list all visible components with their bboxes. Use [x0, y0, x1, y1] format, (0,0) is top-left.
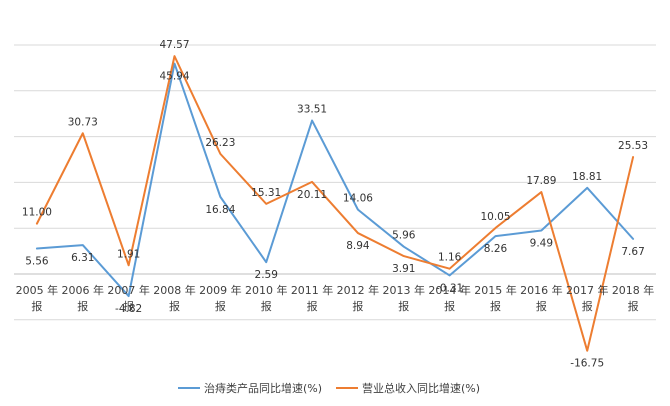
data-label: 47.57: [159, 39, 189, 51]
data-label: 5.96: [392, 230, 416, 242]
series-line-2: [35, 55, 635, 352]
category-label: 2013 年报: [383, 283, 426, 313]
data-label: 10.05: [480, 211, 510, 223]
data-label: 11.00: [22, 207, 52, 219]
data-label: 9.49: [530, 238, 553, 250]
data-label: 1.16: [438, 252, 462, 264]
data-label: -16.75: [570, 358, 604, 370]
data-label: 8.94: [346, 240, 370, 252]
data-label: 16.84: [205, 204, 235, 216]
category-label: 2009 年报: [199, 283, 242, 313]
data-label: 8.26: [484, 243, 508, 255]
data-label: 5.56: [25, 256, 49, 268]
data-label: -4.82: [115, 303, 142, 315]
data-label: 25.53: [618, 140, 648, 152]
series-line-1: [35, 62, 635, 298]
category-label: 2006 年报: [62, 283, 105, 313]
category-label: 2014 年报: [428, 283, 471, 313]
data-label: 2.59: [255, 269, 278, 281]
data-labels: 5.56 6.31 -4.82 45.94 16.84 2.59 33.51 14.06 5.9…: [22, 39, 648, 370]
data-label: 20.11: [297, 189, 327, 201]
category-label: 2008 年报: [153, 283, 196, 313]
legend-label: 治痔类产品同比增速(%): [204, 381, 322, 395]
legend-label: 营业总收入同比增速(%): [362, 381, 480, 395]
data-label: 45.94: [159, 71, 189, 83]
data-label: 15.31: [251, 187, 281, 199]
category-label: 2005 年报: [16, 283, 59, 313]
category-label: 2016 年报: [520, 283, 563, 313]
gridlines: [14, 44, 656, 321]
category-label: 2017 年报: [566, 283, 609, 313]
category-label: 2015 年报: [474, 283, 517, 313]
data-label: 18.81: [572, 171, 602, 183]
data-label: 26.23: [205, 137, 235, 149]
data-label: -0.31: [436, 282, 463, 294]
category-label: 2010 年报: [245, 283, 288, 313]
data-label: 17.89: [526, 175, 556, 187]
data-label: 33.51: [297, 104, 327, 116]
series-lines: [35, 55, 635, 352]
category-label: 2007 年报: [107, 283, 150, 313]
data-label: 7.67: [621, 246, 644, 258]
legend: 治痔类产品同比增速(%) 营业总收入同比增速(%): [178, 381, 480, 395]
category-label: 2012 年报: [337, 283, 380, 313]
data-label: 6.31: [71, 252, 94, 264]
data-label: 1.91: [117, 248, 140, 260]
data-label: 3.91: [392, 263, 415, 275]
category-label: 2018 年报: [612, 283, 655, 313]
data-label: 30.73: [68, 116, 98, 128]
data-label: 14.06: [343, 193, 373, 205]
category-label: 2011 年报: [291, 283, 334, 313]
